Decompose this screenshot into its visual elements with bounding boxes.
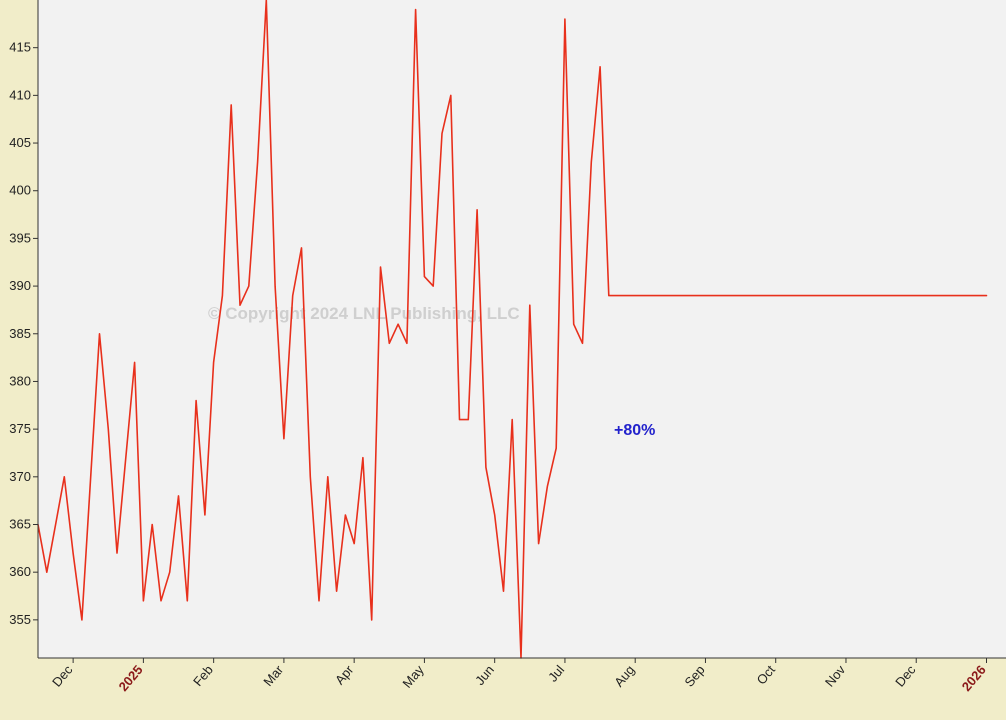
y-tick-label: 385 — [9, 326, 31, 341]
y-tick-label: 410 — [9, 87, 31, 102]
x-ticks-layer: Dec 2025 Feb Mar Apr May Jun Jul Aug Sep Oct Nov Dec… — [49, 658, 989, 694]
x-tick-label: Aug — [611, 662, 637, 689]
x-tick-label: Jul — [545, 662, 567, 684]
gain-annotation: +80% — [614, 422, 655, 439]
y-tick-label: 415 — [9, 40, 31, 55]
watermark-layer: © Copyright 2024 LNL Publishing, LLC — [208, 304, 520, 323]
x-tick-label: May — [399, 662, 427, 691]
axes-layer — [37, 0, 1006, 659]
red-series-line — [37, 0, 988, 659]
y-tick-label: 395 — [9, 230, 31, 245]
x-tick-label: Dec — [892, 662, 919, 690]
y-tick-label: 405 — [9, 135, 31, 150]
plot-area — [38, 0, 1006, 658]
y-ticks-layer: 355 360 365 370 375 380 385 390 395 400 405 410 415 — [9, 40, 38, 627]
x-tick-label: Feb — [190, 662, 216, 689]
x-tick-label: 2026 — [959, 662, 989, 694]
x-tick-label: Nov — [822, 662, 849, 690]
y-tick-label: 370 — [9, 469, 31, 484]
copyright-watermark: © Copyright 2024 LNL Publishing, LLC — [208, 304, 520, 323]
x-tick-label: Apr — [332, 662, 357, 688]
y-tick-label: 360 — [9, 564, 31, 579]
x-tick-label: 2025 — [116, 662, 146, 694]
x-tick-label: Sep — [681, 662, 707, 689]
y-tick-label: 355 — [9, 612, 31, 627]
y-tick-label: 365 — [9, 516, 31, 531]
y-tick-label: 375 — [9, 421, 31, 436]
x-tick-label: Jun — [472, 662, 497, 688]
x-tick-label: Oct — [754, 662, 779, 687]
x-tick-label: Mar — [260, 662, 286, 689]
annotation-layer: +80% — [614, 422, 655, 439]
y-tick-label: 390 — [9, 278, 31, 293]
y-tick-label: 400 — [9, 183, 31, 198]
x-tick-label: Dec — [49, 662, 76, 690]
red-series-layer — [37, 0, 988, 659]
y-tick-label: 380 — [9, 373, 31, 388]
